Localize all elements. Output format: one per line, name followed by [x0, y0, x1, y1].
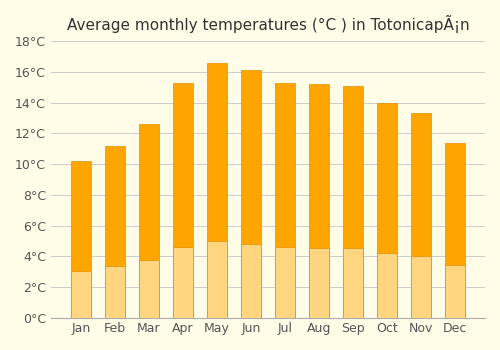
Title: Average monthly temperatures (°C ) in TotonicapÃ¡n: Average monthly temperatures (°C ) in To… — [66, 15, 469, 33]
Bar — [309, 248, 329, 318]
Bar — [343, 248, 363, 318]
Bar — [411, 257, 431, 318]
Bar — [172, 247, 193, 318]
Bar — [70, 161, 91, 318]
Bar — [240, 70, 261, 318]
Bar — [240, 244, 261, 318]
Bar — [274, 83, 295, 318]
Bar — [377, 253, 397, 318]
Bar — [445, 265, 466, 318]
Bar — [172, 83, 193, 318]
Bar — [445, 142, 466, 318]
Bar — [206, 63, 227, 318]
Bar — [343, 86, 363, 318]
Bar — [138, 260, 159, 318]
Bar — [309, 84, 329, 318]
Bar — [206, 241, 227, 318]
Bar — [104, 146, 125, 318]
Bar — [411, 113, 431, 318]
Bar — [138, 124, 159, 318]
Bar — [70, 271, 91, 318]
Bar — [104, 266, 125, 318]
Bar — [377, 103, 397, 318]
Bar — [274, 247, 295, 318]
